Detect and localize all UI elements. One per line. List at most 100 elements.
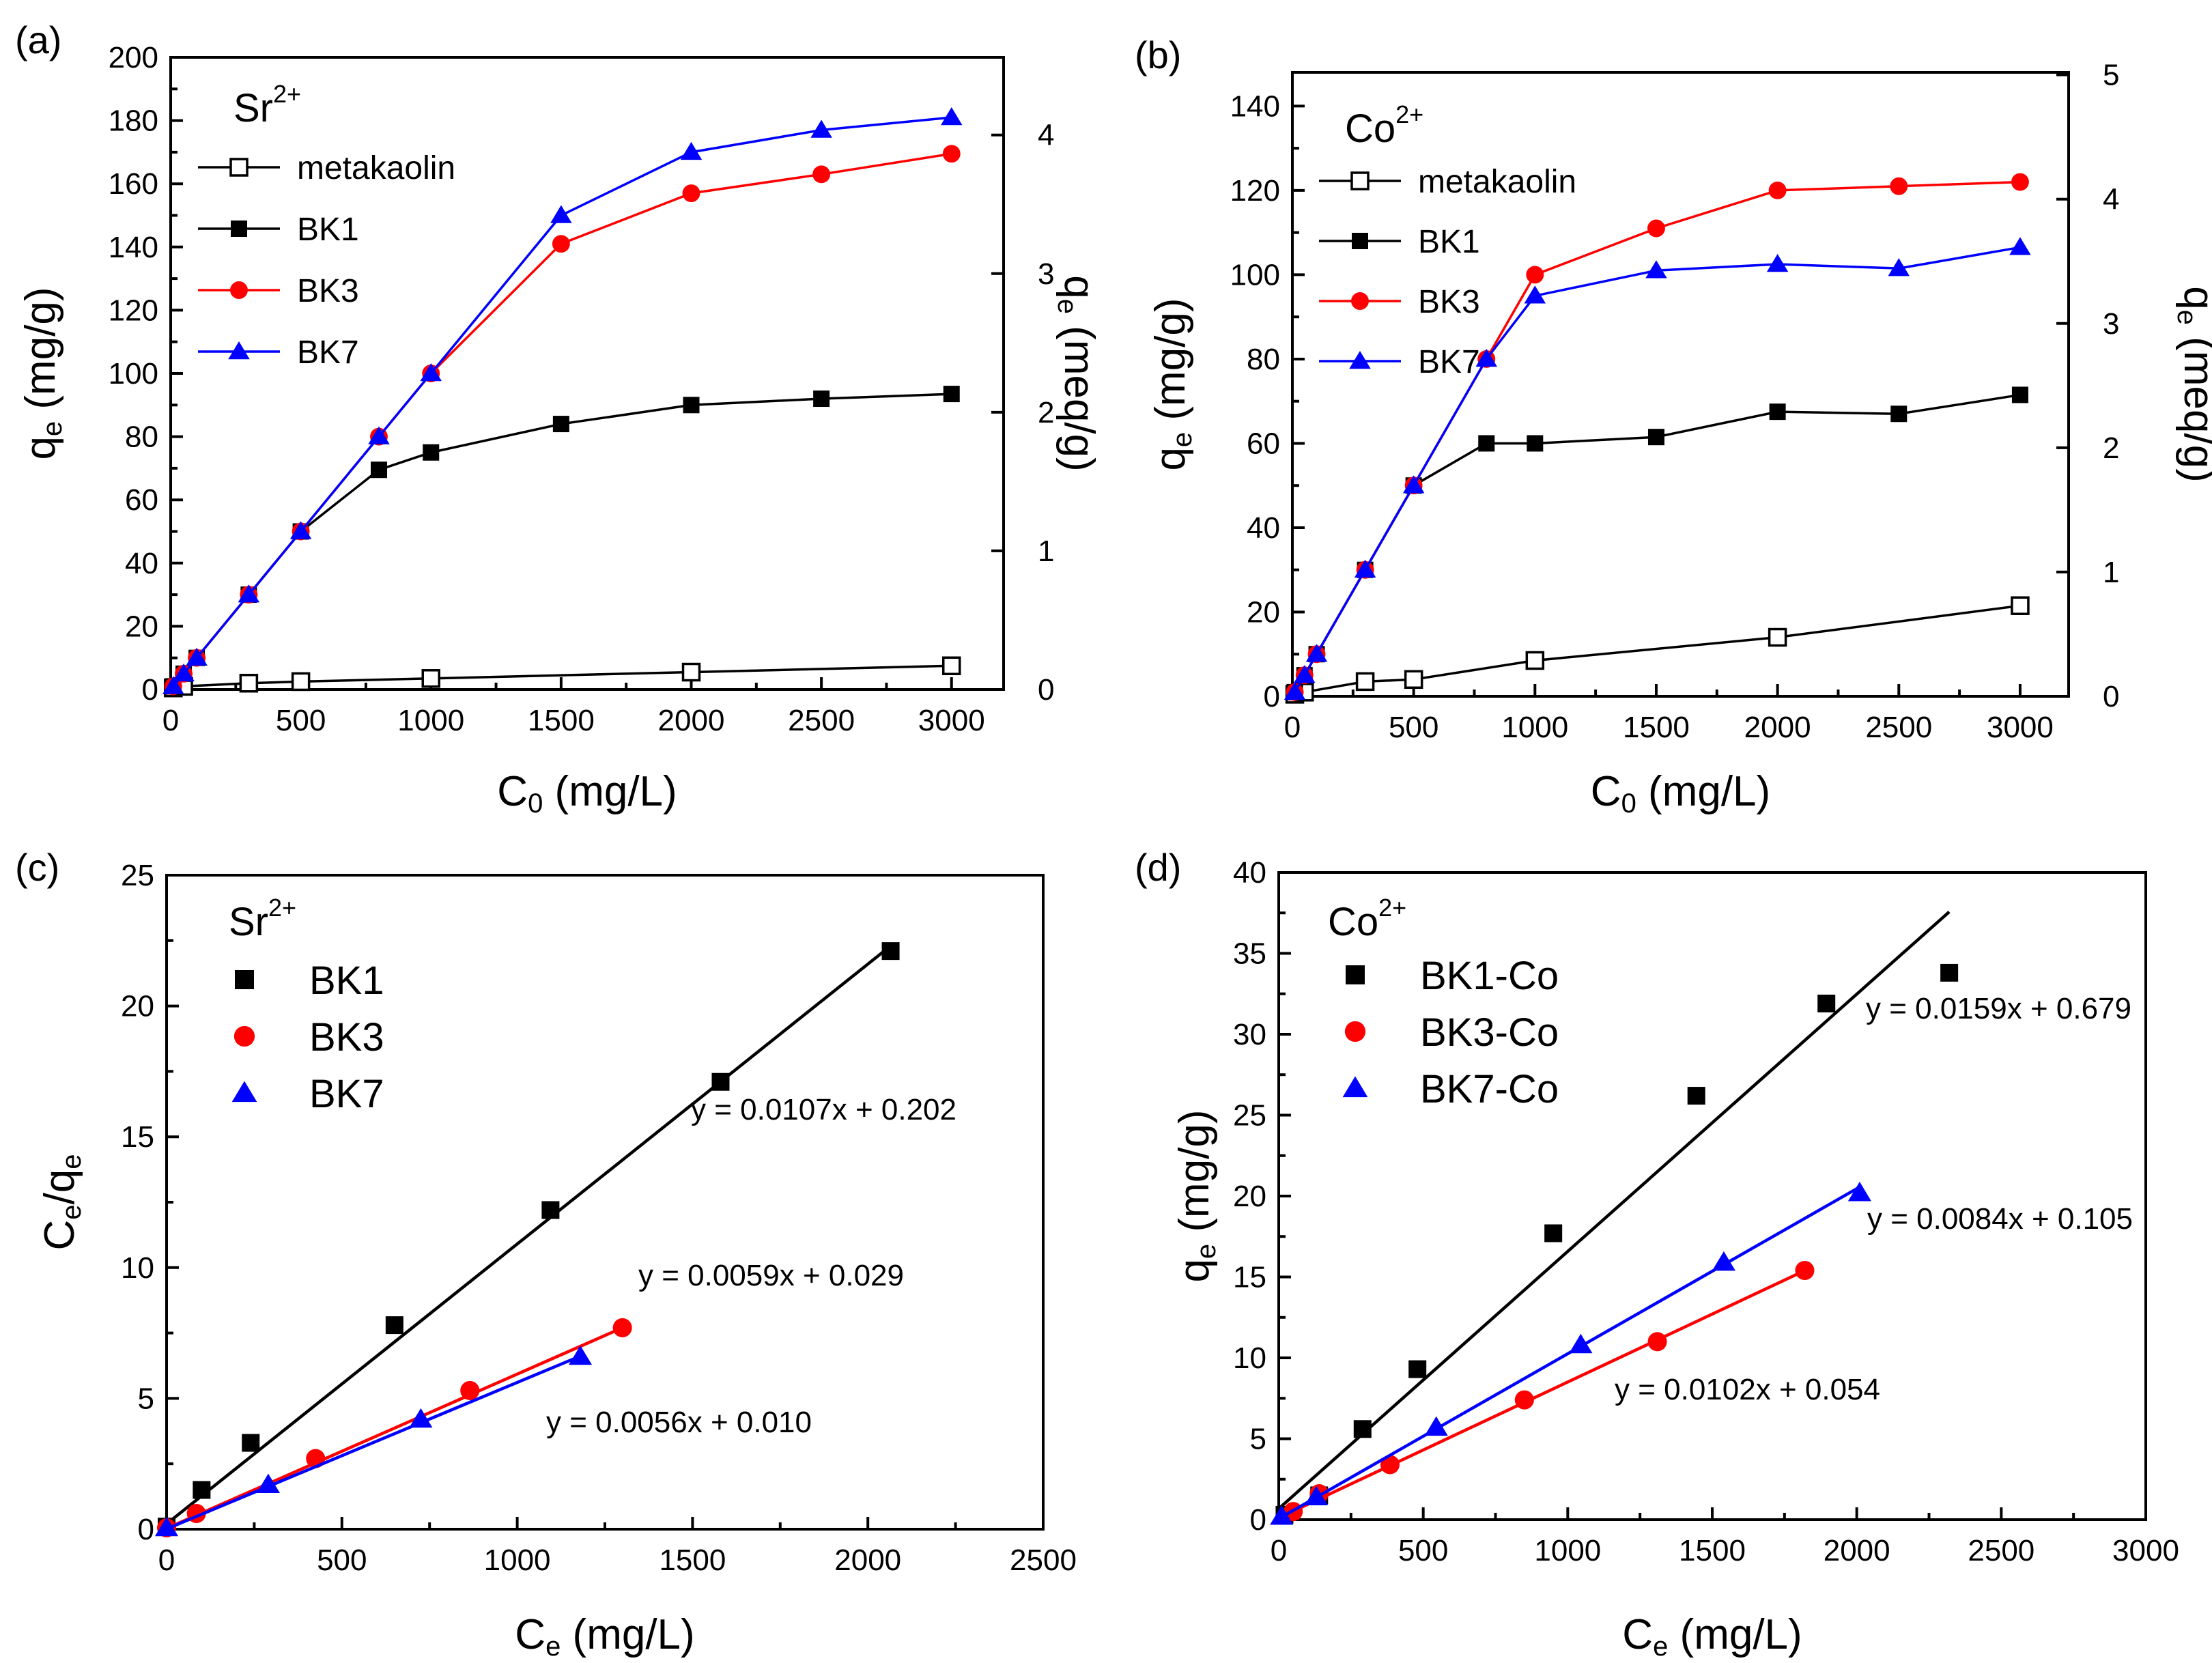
x-tick-label: 500: [1389, 711, 1438, 744]
ion-charge: 2+: [1395, 100, 1423, 128]
y-tick-label: 60: [1247, 427, 1280, 460]
data-point: [681, 662, 701, 682]
chart-panel-b: 0 500 1000 1500 2000 2500 30000204060801001201…: [1135, 33, 2212, 819]
y-tick-label: 25: [1233, 1099, 1266, 1133]
x-tick-label: 2500: [788, 704, 855, 737]
y-tick-label: 80: [125, 421, 158, 454]
data-point: [154, 1516, 179, 1537]
x-tick-label: 3000: [918, 704, 985, 737]
data-point: [1645, 260, 1667, 279]
y-title-sub: e: [57, 1204, 87, 1219]
data-point: [1527, 435, 1544, 452]
legend-marker: [1346, 965, 1365, 984]
data-point: [1847, 1182, 1871, 1202]
legend-entry: BK3: [198, 273, 359, 309]
data-point: [682, 184, 700, 203]
y-tick-label: 0: [1250, 1503, 1266, 1537]
x-tick-label: 500: [276, 704, 326, 737]
series-bk3-co: [1278, 1260, 1815, 1522]
y-title-sub: e: [1167, 432, 1197, 447]
data-point: [1647, 1332, 1667, 1352]
data-point: [238, 584, 260, 603]
ion-label: Co2+: [1328, 894, 1406, 944]
x-tick-label: 1500: [1679, 1534, 1746, 1567]
fit-line: [1277, 1185, 1861, 1520]
data-point: [289, 521, 312, 539]
y2-title-unit: (meq/g): [1055, 314, 1103, 472]
legend-entry: BK3: [1319, 284, 1480, 320]
data-point: [943, 386, 960, 403]
data-point: [193, 1481, 211, 1499]
ion-charge: 2+: [1378, 894, 1406, 922]
x-title-sub: e: [545, 1632, 561, 1662]
x-tick-label: 1500: [659, 1544, 726, 1577]
data-point: [1408, 1360, 1427, 1378]
legend-marker: [1349, 351, 1371, 369]
data-point: [256, 1473, 281, 1494]
fit-equation: y = 0.0159x + 0.679: [1866, 992, 2131, 1025]
y-title-unit: (mg/g): [1171, 1109, 1218, 1243]
data-point: [2009, 237, 2031, 255]
plot-frame: [1277, 871, 2147, 1521]
panel-label: (c): [15, 846, 59, 889]
data-point: [460, 1380, 480, 1400]
y2-title-unit: (meq/g): [2175, 325, 2212, 483]
data-point: [813, 390, 830, 408]
series-bk1: [165, 386, 960, 695]
legend-entry: BK7: [1319, 344, 1480, 380]
legend-marker: [230, 281, 248, 299]
data-point: [942, 145, 961, 163]
y-axis-title: Ce/qe: [36, 1154, 87, 1251]
legend-entry: metakaolin: [198, 150, 455, 186]
data-point: [1888, 258, 1910, 276]
y-title-main: q: [1147, 447, 1194, 470]
y-axis-title: qe (mg/g): [1171, 1109, 1221, 1282]
x-title-main: C: [515, 1611, 545, 1658]
y-tick-label: 10: [121, 1251, 154, 1285]
x-tick-label: 1000: [1501, 711, 1568, 744]
y-title-main: q: [17, 436, 64, 459]
y-axis-title: qe (mg/g): [17, 287, 68, 459]
x-tick-label: 3000: [2112, 1534, 2179, 1567]
data-point: [1890, 406, 1908, 423]
x-tick-label: 3000: [1987, 711, 2054, 744]
data-point: [1524, 285, 1546, 304]
data-point: [1354, 559, 1376, 578]
data-point: [1768, 627, 1787, 647]
y2-tick-label: 1: [2103, 556, 2119, 589]
fit-equation: y = 0.0102x + 0.054: [1615, 1373, 1880, 1406]
legend-entry: BK7-Co: [1342, 1067, 1559, 1111]
data-point: [1404, 670, 1423, 690]
y2-axis-title: qe (meq/g): [1052, 275, 1103, 472]
data-point: [1304, 1486, 1329, 1506]
data-point: [421, 669, 440, 688]
y2-tick-label: 4: [2103, 183, 2119, 216]
y-tick-label: 5: [1250, 1423, 1266, 1456]
legend-entry: BK1: [198, 212, 359, 248]
plot-frame: [1291, 71, 2070, 698]
legend-entry: BK7: [231, 1072, 384, 1116]
y-tick-label: 20: [121, 990, 154, 1023]
ion-label: Co2+: [1345, 100, 1423, 151]
y2-title-sub: e: [1052, 299, 1082, 314]
y-title-sub2: e: [57, 1154, 87, 1169]
fit-line: [1278, 1269, 1806, 1520]
x-title-sub: 0: [1621, 788, 1636, 819]
data-point: [186, 647, 208, 666]
y-tick-label: 20: [1247, 595, 1280, 629]
y-tick-label: 0: [142, 673, 158, 707]
y-tick-label: 30: [1233, 1018, 1266, 1051]
data-point: [420, 363, 442, 382]
data-point: [1294, 665, 1316, 683]
y-title-unit: (mg/g): [1147, 298, 1194, 431]
chart-panel-d: 0 500 1000 1500 2000 2500 3000 0 5 10 15 20 25 30 35 40…: [1135, 846, 2179, 1662]
y-tick-label: 5: [138, 1382, 154, 1415]
ion-symbol: Co: [1328, 900, 1378, 944]
data-point: [2011, 386, 2028, 403]
legend-entry: BK3-Co: [1344, 1010, 1559, 1055]
legend-marker: [1351, 292, 1369, 310]
data-point: [810, 119, 832, 138]
panel-label: (a): [15, 18, 61, 61]
x-tick-label: 0: [158, 1544, 175, 1577]
data-point: [1817, 994, 1836, 1012]
